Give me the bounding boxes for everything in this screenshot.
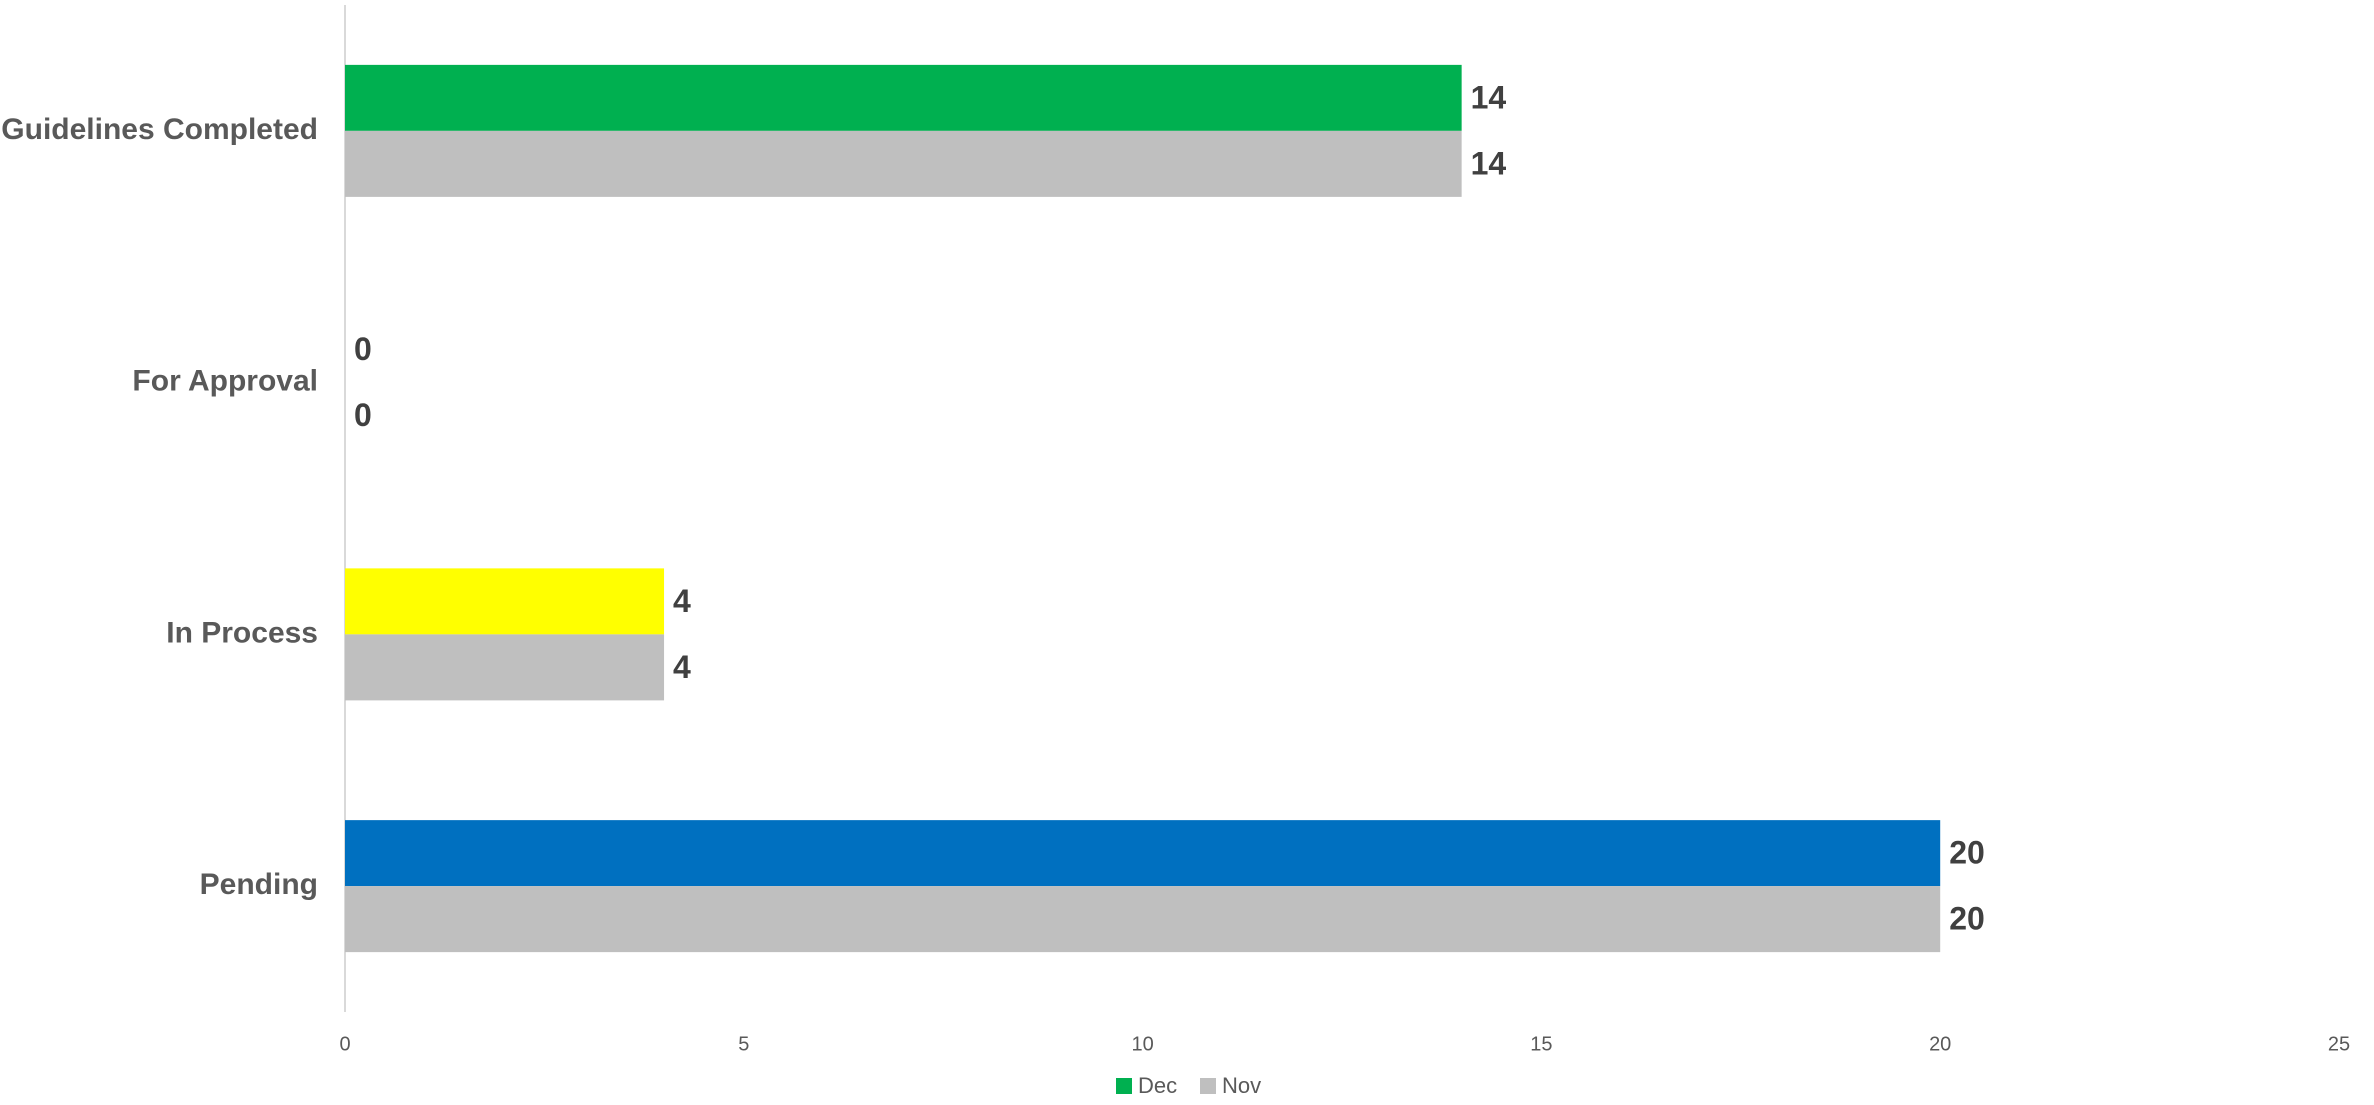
x-tick-label: 20 xyxy=(1929,1033,1951,1055)
bar-dec-3 xyxy=(345,820,1941,887)
category-label: Pending xyxy=(200,868,318,901)
x-tick-label: 10 xyxy=(1131,1033,1153,1055)
data-label: 0 xyxy=(354,397,372,433)
category-label: In Process xyxy=(166,616,318,649)
data-label: 14 xyxy=(1471,79,1507,115)
value-axis: 0 5 10 15 20 25 xyxy=(339,1033,2350,1055)
category-label: For Approval xyxy=(132,365,318,398)
data-label: 4 xyxy=(673,583,691,619)
data-label: 20 xyxy=(1949,835,1985,871)
legend: Dec Nov xyxy=(1116,1073,1261,1098)
x-tick-label: 0 xyxy=(339,1033,350,1055)
bar-nov-2 xyxy=(345,634,665,701)
bar-nov-3 xyxy=(345,886,1941,953)
x-tick-label: 15 xyxy=(1530,1033,1552,1055)
bar-dec-2 xyxy=(345,568,665,635)
x-tick-label: 5 xyxy=(738,1033,749,1055)
legend-swatch-dec xyxy=(1116,1078,1132,1094)
x-tick-label: 25 xyxy=(2328,1033,2350,1055)
bar-nov-0 xyxy=(345,130,1462,197)
data-label: 14 xyxy=(1471,145,1507,181)
legend-label-nov: Nov xyxy=(1222,1073,1261,1098)
category-label: Guidelines Completed xyxy=(1,113,318,146)
data-label: 20 xyxy=(1949,901,1985,937)
data-labels-group: 14 14 0 0 4 4 20 20 xyxy=(354,79,1985,936)
data-label: 4 xyxy=(673,649,691,685)
bars-group xyxy=(345,64,1941,953)
legend-swatch-nov xyxy=(1200,1078,1216,1094)
bar-dec-0 xyxy=(345,64,1462,131)
legend-label-dec: Dec xyxy=(1138,1073,1177,1098)
data-label: 0 xyxy=(354,331,372,367)
category-axis: Guidelines Completed For Approval In Proce… xyxy=(1,113,318,901)
